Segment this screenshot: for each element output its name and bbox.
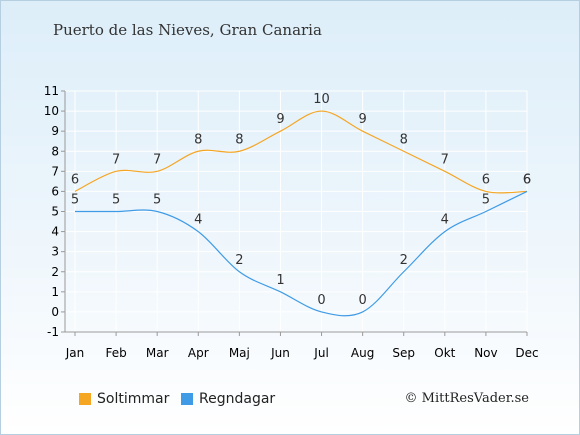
regndagar-data-label: 6 [523, 172, 531, 187]
y-tick-label: 4 [51, 225, 59, 239]
regndagar-data-label: 4 [441, 213, 449, 228]
legend-soltimmar-swatch [79, 393, 91, 405]
x-tick-label: Aug [351, 346, 374, 360]
y-tick-label: 3 [51, 245, 59, 259]
legend-soltimmar: Soltimmar [79, 391, 169, 407]
x-tick-label: Jul [313, 346, 328, 360]
regndagar-data-label: 5 [482, 193, 490, 208]
soltimmar-data-label: 6 [523, 172, 531, 187]
x-tick-label: Jun [270, 346, 290, 360]
x-tick-label: Okt [434, 346, 455, 360]
soltimmar-data-label: 8 [235, 132, 243, 147]
regndagar-data-label: 2 [400, 253, 408, 268]
legend-regndagar: Regndagar [181, 391, 275, 407]
soltimmar-data-label: 7 [112, 152, 120, 167]
x-tick-label: Maj [229, 346, 250, 360]
soltimmar-data-label: 9 [358, 112, 366, 127]
legend-regndagar-label: Regndagar [199, 391, 276, 407]
line-layer [74, 110, 528, 317]
soltimmar-line [74, 110, 528, 194]
y-tick-label: 0 [51, 305, 59, 319]
regndagar-data-label: 5 [112, 193, 120, 208]
legend-regndagar-swatch [181, 393, 193, 405]
y-tick-label: 10 [44, 104, 59, 118]
x-tick-label: Dec [515, 346, 538, 360]
legend-soltimmar-label: Soltimmar [97, 391, 170, 407]
soltimmar-data-label: 10 [313, 92, 330, 107]
regndagar-data-label: 2 [235, 253, 243, 268]
regndagar-line [74, 190, 528, 317]
y-tick-label: 6 [51, 184, 59, 198]
copyright: © MittResVader.se [404, 391, 529, 406]
soltimmar-data-label: 6 [482, 172, 490, 187]
y-tick-label: -1 [47, 325, 59, 339]
soltimmar-data-label: 6 [71, 172, 79, 187]
x-tick-label: Feb [105, 346, 126, 360]
regndagar-data-label: 1 [276, 273, 284, 288]
chart-title: Puerto de las Nieves, Gran Canaria [53, 21, 322, 39]
soltimmar-data-label: 9 [276, 112, 284, 127]
soltimmar-data-label: 7 [153, 152, 161, 167]
y-tick-label: 9 [51, 124, 59, 138]
x-tick-label: Nov [474, 346, 497, 360]
x-tick-label: Sep [392, 346, 415, 360]
x-tick-label: Mar [146, 346, 169, 360]
regndagar-data-label: 0 [317, 293, 325, 308]
y-tick-label: 11 [44, 84, 59, 98]
x-tick-label: Jan [65, 346, 85, 360]
soltimmar-data-label: 7 [441, 152, 449, 167]
y-tick-label: 2 [51, 265, 59, 279]
x-tick-label: Apr [188, 346, 209, 360]
y-tick-label: 1 [51, 285, 59, 299]
y-tick-label: 5 [51, 205, 59, 219]
regndagar-data-label: 5 [71, 193, 79, 208]
y-tick-label: 7 [51, 164, 59, 178]
soltimmar-data-label: 8 [194, 132, 202, 147]
regndagar-data-label: 5 [153, 193, 161, 208]
soltimmar-data-label: 8 [400, 132, 408, 147]
y-tick-label: 8 [51, 144, 59, 158]
regndagar-data-label: 0 [358, 293, 366, 308]
grid-layer [65, 90, 528, 333]
regndagar-data-label: 4 [194, 213, 202, 228]
